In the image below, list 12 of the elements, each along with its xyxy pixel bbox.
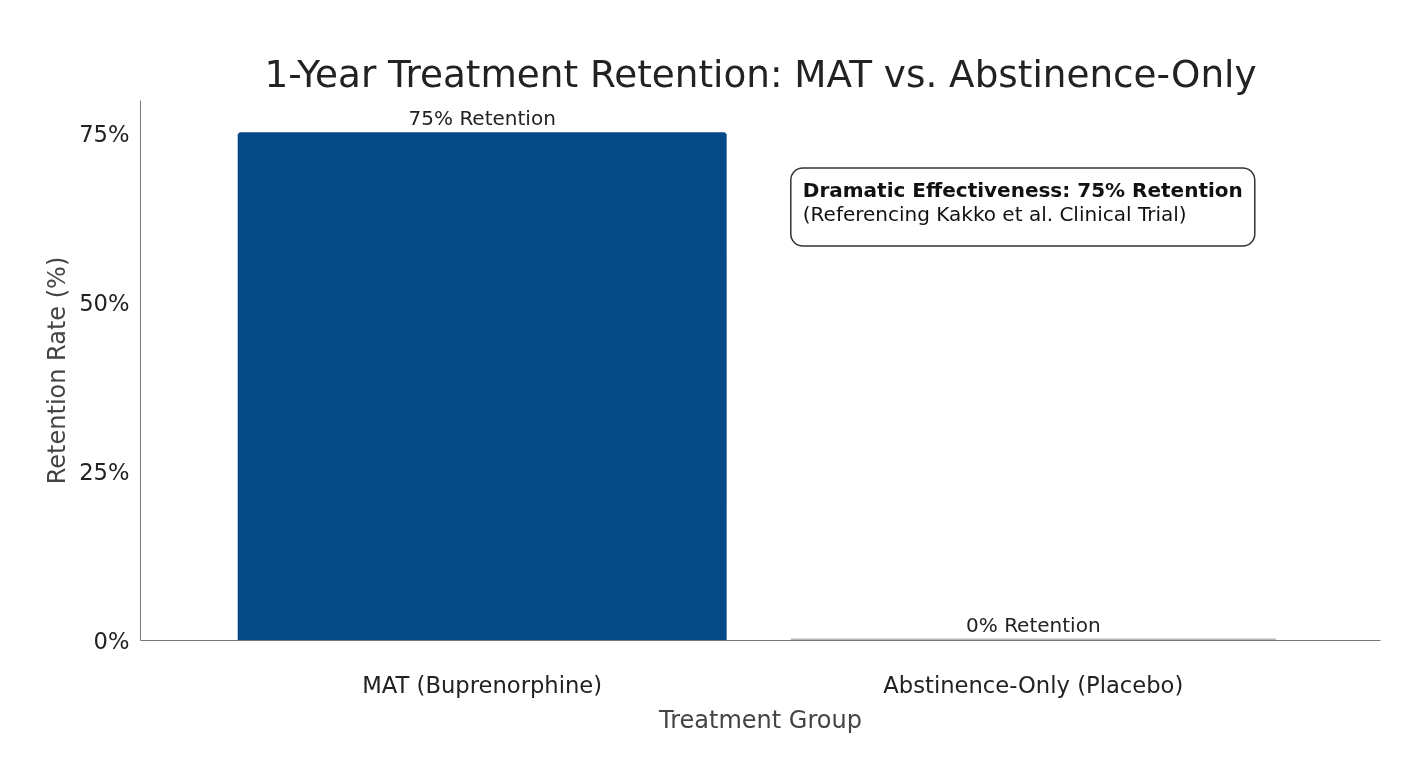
y-tick-label: 75% (79, 121, 130, 148)
chart-title: 1-Year Treatment Retention: MAT vs. Abstinence-Only (264, 51, 1257, 96)
y-axis-title: Retention Rate (%) (43, 256, 72, 485)
y-tick-label: 0% (93, 627, 130, 654)
data-label: 0% Retention (966, 612, 1101, 637)
x-tick-label: MAT (Buprenorphine) (362, 671, 603, 698)
data-label: 75% Retention (408, 106, 556, 131)
y-tick-label: 25% (79, 458, 130, 485)
y-tick-label: 50% (79, 290, 130, 316)
x-tick-label: Abstinence-Only (Placebo) (883, 671, 1184, 698)
x-axis-title: Treatment Group (658, 705, 862, 734)
annotation: Dramatic Effectiveness: 75% Retention (Referencing Kakko et al. Clinical Trial) (802, 178, 1243, 226)
